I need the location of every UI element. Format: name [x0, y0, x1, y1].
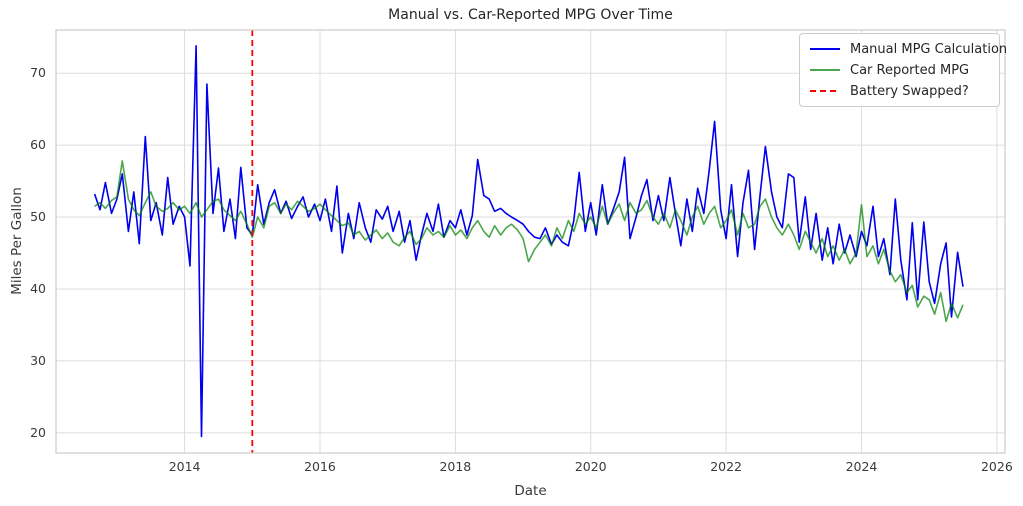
manual-mpg-line-swatch-icon: [810, 48, 840, 50]
legend-label: Battery Swapped?: [850, 83, 969, 99]
legend-item-manual-mpg: Manual MPG Calculation: [810, 41, 1007, 57]
chart-title: Manual vs. Car-Reported MPG Over Time: [388, 7, 673, 23]
x-tick-label: 2026: [980, 459, 1013, 474]
car-mpg-line-swatch-icon: [810, 69, 840, 71]
x-tick-label: 2018: [439, 459, 472, 474]
y-tick-label: 50: [30, 209, 46, 225]
y-tick-label: 40: [30, 280, 46, 296]
x-tick-label: 2014: [168, 459, 201, 474]
legend-label: Manual MPG Calculation: [850, 41, 1008, 57]
y-tick-label: 30: [30, 352, 46, 368]
x-axis-label: Date: [514, 483, 547, 499]
x-tick-label: 2020: [574, 459, 607, 474]
legend-item-battery-swapped: Battery Swapped?: [810, 83, 989, 99]
y-axis-label: Miles Per Gallon: [9, 187, 25, 295]
x-tick-label: 2022: [710, 459, 743, 474]
legend-label: Car Reported MPG: [850, 62, 970, 78]
battery-swap-dashed-swatch-icon: [810, 90, 840, 92]
y-tick-label: 20: [30, 424, 46, 440]
chart-legend: Manual MPG Calculation Car Reported MPG …: [799, 33, 1007, 107]
y-tick-label: 70: [30, 65, 46, 81]
legend-item-car-reported-mpg: Car Reported MPG: [810, 62, 989, 78]
y-tick-label: 60: [30, 137, 46, 153]
x-tick-label: 2024: [845, 459, 878, 474]
x-tick-label: 2016: [304, 459, 336, 474]
